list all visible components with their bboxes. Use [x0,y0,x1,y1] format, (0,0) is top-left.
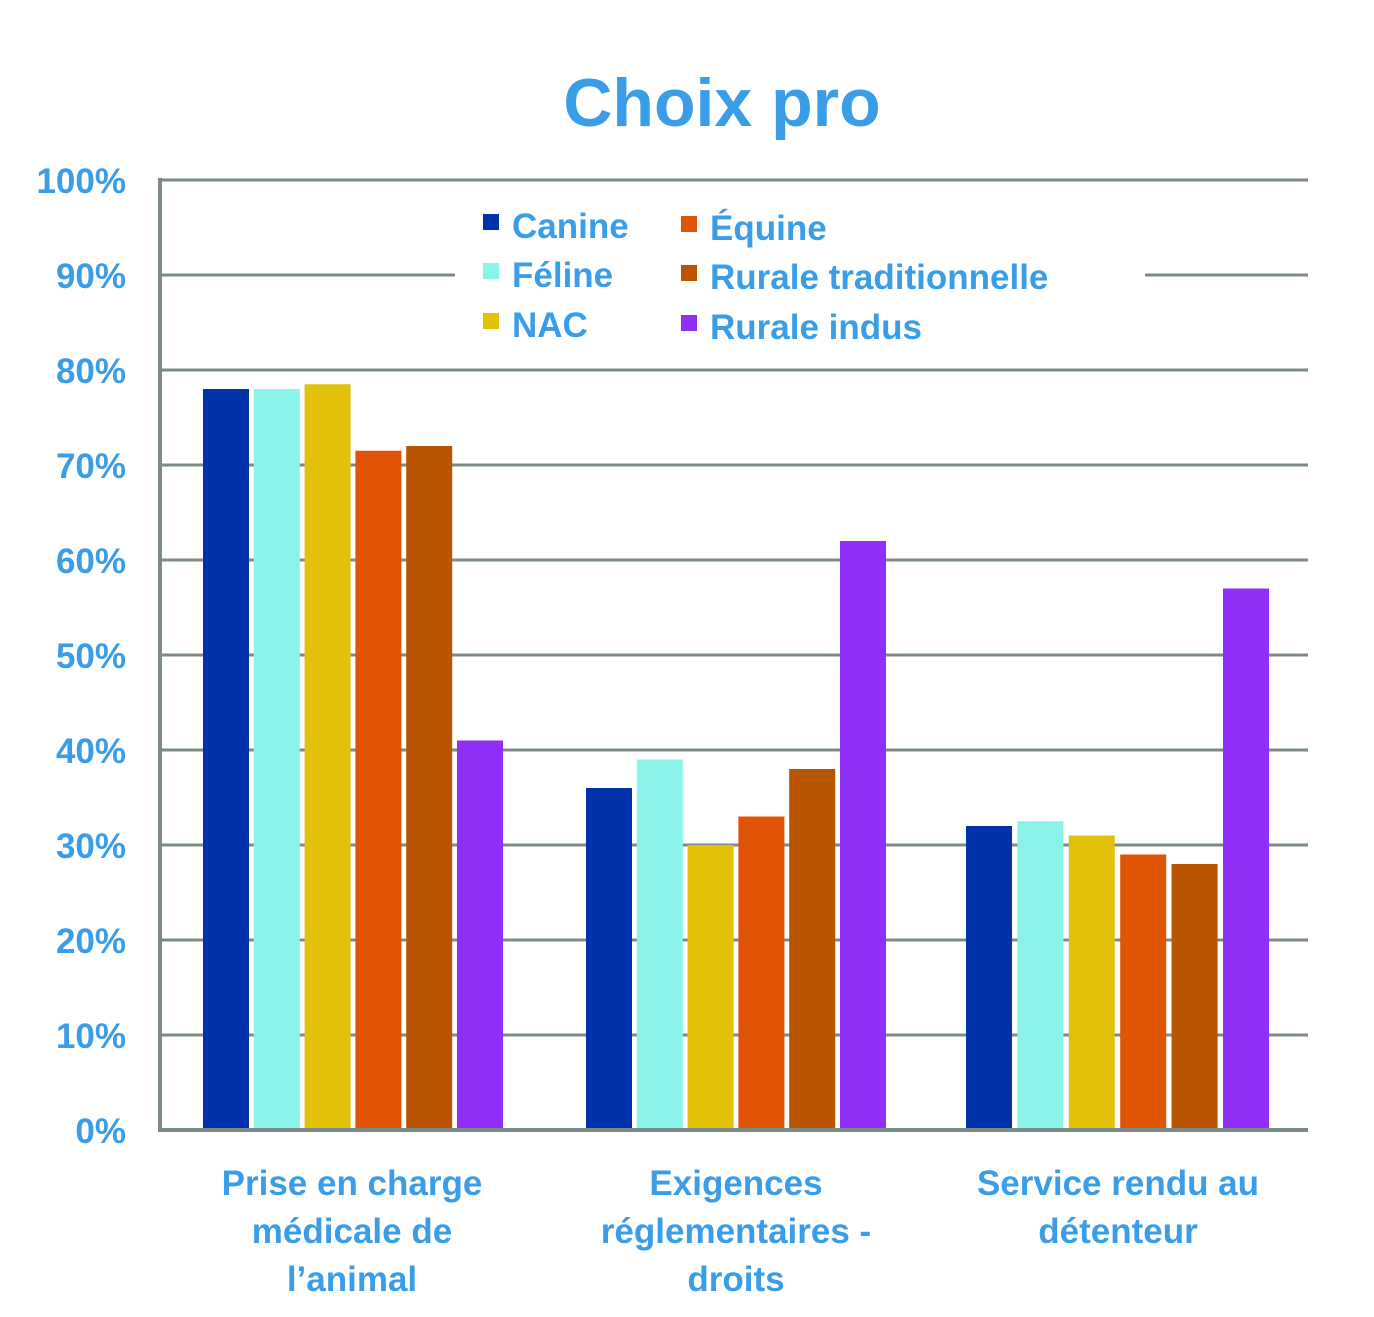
y-tick-label: 20% [56,922,126,961]
y-tick-labels: 0% 10% 20% 30% 40% 50% 60% 70% 80% 90% 100% [36,162,126,1151]
x-category-label: droits [687,1260,784,1299]
chart-title: Choix pro [563,65,880,141]
y-tick-label: 100% [36,162,126,201]
y-tick-label: 0% [75,1112,126,1151]
x-category-label: réglementaires - [601,1212,871,1251]
y-tick-label: 10% [56,1017,126,1056]
x-category-label: l’animal [287,1260,417,1299]
legend-swatch [483,214,499,230]
bar [840,541,886,1130]
bar [1068,835,1115,1130]
bar [1017,821,1064,1130]
legend-label: Rurale indus [710,308,922,347]
x-category-label: médicale de [252,1212,452,1251]
bar [738,816,785,1130]
y-tick-label: 90% [56,257,126,296]
bar [457,740,503,1130]
legend-swatch [681,265,697,281]
bar [1120,854,1167,1130]
legend-background [455,195,1145,355]
bar [586,788,632,1130]
bar [789,769,836,1130]
bar [636,759,683,1130]
legend-label: NAC [512,306,588,345]
legend-swatch [483,263,499,279]
bars [203,384,1269,1130]
bar [304,384,351,1130]
bar [966,826,1012,1130]
x-category-labels: Prise en charge médicale de l’animal Exigen… [222,1164,1259,1299]
x-category-label: Service rendu au [977,1164,1259,1203]
y-tick-label: 40% [56,732,126,771]
legend-swatch [483,313,499,329]
legend: Canine Féline NAC Équine Rurale traditionnel… [455,195,1145,355]
legend-swatch [681,315,697,331]
legend-swatch [681,216,697,232]
bar [203,389,249,1130]
y-tick-label: 60% [56,542,126,581]
x-category-label: Prise en charge [222,1164,483,1203]
legend-label: Canine [512,207,629,246]
bar [406,446,453,1130]
legend-label: Équine [710,208,827,248]
x-category-label: Exigences [649,1164,822,1203]
y-tick-label: 50% [56,637,126,676]
bar [1223,588,1269,1130]
bar [253,389,300,1130]
y-tick-label: 80% [56,352,126,391]
axes [158,178,1308,1132]
bar [687,845,734,1130]
bar [355,450,402,1130]
legend-label: Féline [512,256,613,295]
x-category-label: détenteur [1038,1212,1198,1251]
bar [1171,864,1218,1130]
y-tick-label: 30% [56,827,126,866]
y-tick-label: 70% [56,447,126,486]
legend-label: Rurale traditionnelle [710,258,1048,297]
